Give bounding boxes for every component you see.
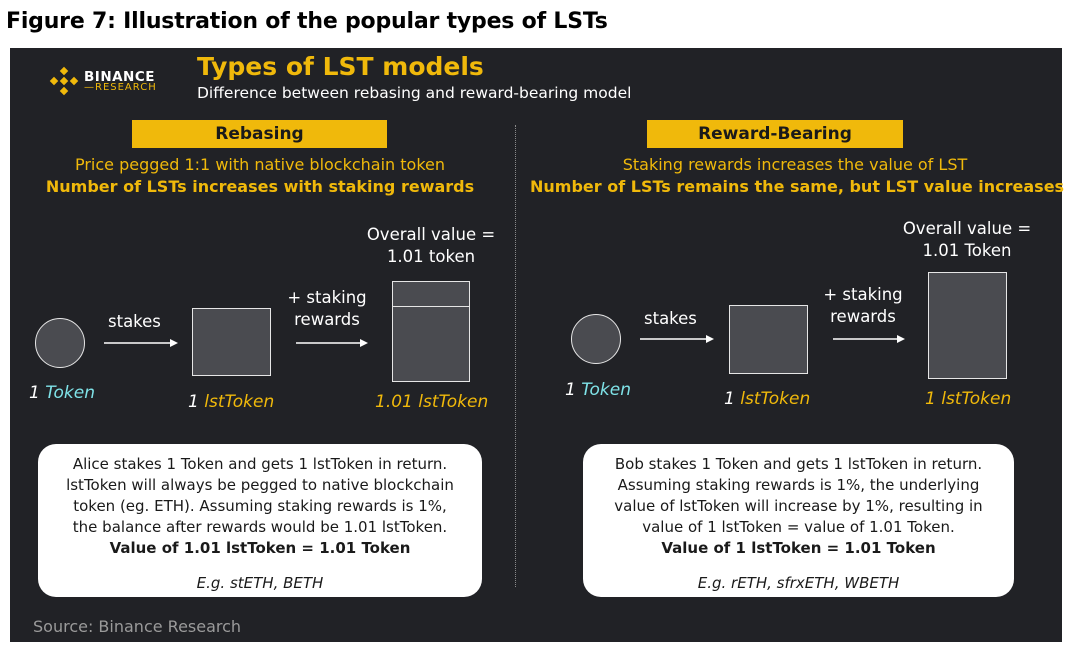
stake-arrow-right-icon [640,335,714,343]
source-note: Source: Binance Research [33,617,242,636]
lsttoken-label: 1 lstToken [188,392,275,412]
reward-bearing-tag: Reward-Bearing [647,120,903,148]
staking-rewards-label-right: + staking rewards [823,285,903,326]
lsttoken-grown-label: 1.01 lstToken [375,392,489,412]
reward-bearing-line2: Number of LSTs remains the same, but LST… [530,177,1065,196]
diagram-subtitle: Difference between rebasing and reward-b… [197,84,632,102]
overall-value-label: Overall value = 1.01 token [366,225,496,266]
lsttoken-square-right [729,305,808,374]
token-label-right: 1 Token [565,380,631,400]
lsttoken-grown-square [392,281,470,382]
token-circle-right [571,314,621,364]
reward-bearing-info-box: Bob stakes 1 Token and gets 1 lstToken i… [583,444,1014,597]
rebasing-tag: Rebasing [132,120,387,148]
staking-rewards-label: + staking rewards [287,288,367,329]
reward-portion-divider [392,306,470,307]
section-divider [515,125,516,587]
lsttoken-valued-label: 1 lstToken [925,389,1012,409]
token-circle [35,318,85,368]
reward-arrow-right-icon [833,335,905,343]
lsttoken-label-right: 1 lstToken [724,389,811,409]
figure-title: Figure 7: Illustration of the popular ty… [6,9,608,34]
lsttoken-valued-square [928,272,1007,379]
brand-sub: —RESEARCH [84,82,157,93]
diagram-title: Types of LST models [197,52,484,81]
overall-value-label-right: Overall value = 1.01 Token [902,219,1032,260]
token-label: 1 Token [29,383,95,403]
stake-arrow-icon [104,339,178,347]
stakes-label-right: stakes [644,309,697,328]
rebasing-example: E.g. stETH, BETH [196,574,324,592]
rebasing-info-box: Alice stakes 1 Token and gets 1 lstToken… [38,444,482,597]
stakes-label: stakes [108,312,161,331]
reward-bearing-line1: Staking rewards increases the value of L… [622,155,968,174]
rebasing-line2: Number of LSTs increases with staking re… [45,177,475,196]
reward-arrow-icon [296,339,368,347]
lsttoken-square [192,308,271,376]
brand-name: BINANCE [84,69,155,85]
reward-bearing-example: E.g. rETH, sfrxETH, WBETH [697,574,900,592]
rebasing-line1: Price pegged 1:1 with native blockchain … [74,155,446,174]
binance-diamond-icon [49,66,79,96]
